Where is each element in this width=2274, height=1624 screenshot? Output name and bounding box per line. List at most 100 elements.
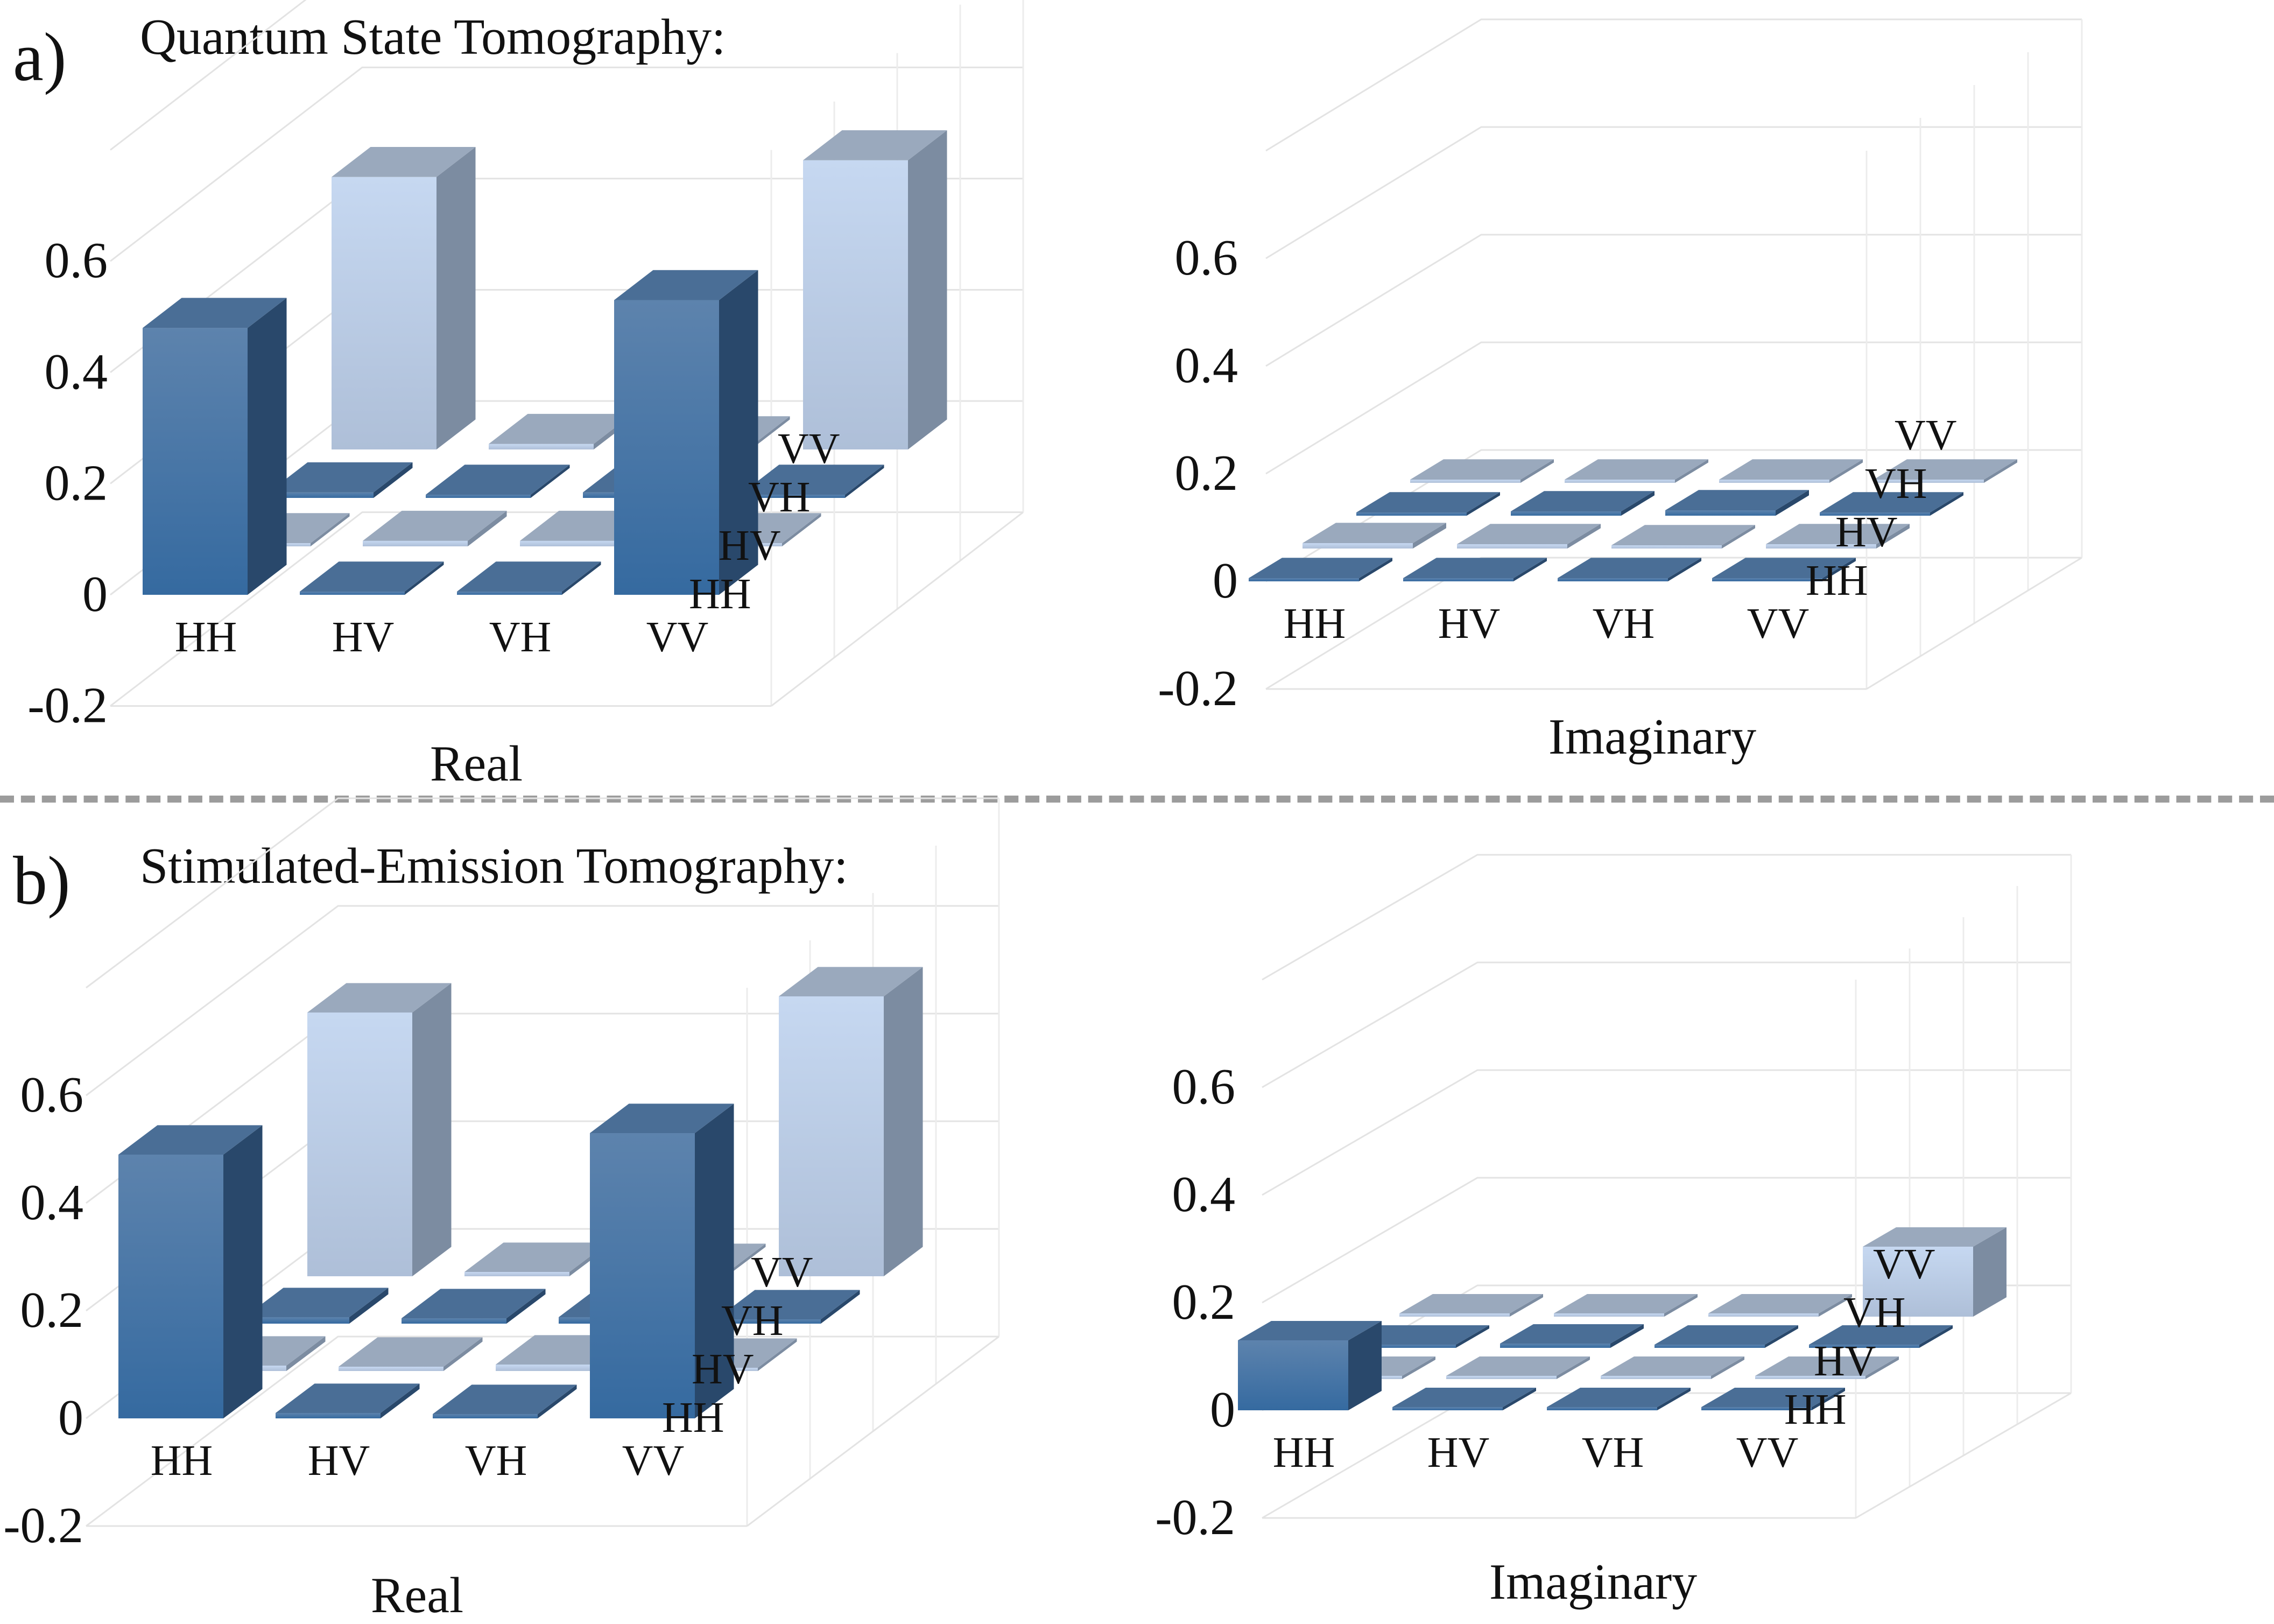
bar-top: [1238, 1321, 1382, 1340]
bar-VH-HH: [244, 1288, 389, 1324]
y-tick-label: 0.2: [45, 455, 108, 511]
bar-side: [845, 465, 884, 498]
row-label: HV: [692, 1346, 754, 1393]
bar-front: [1249, 578, 1359, 581]
y-tick-label: -0.2: [3, 1498, 83, 1553]
bar-side: [1520, 459, 1554, 483]
bar-HH-VH: [433, 1384, 577, 1418]
bar-VH-HV: [426, 465, 570, 498]
bar-side: [437, 147, 476, 449]
bar-HH-VV: [590, 1103, 734, 1418]
bar-front: [1565, 480, 1675, 483]
bar-top: [118, 1125, 263, 1155]
bar-front: [1820, 512, 1930, 516]
row-label: VH: [748, 474, 811, 521]
bar-VH-VH: [1665, 490, 1809, 516]
bar-HH-VH: [1547, 1388, 1691, 1410]
bar-top: [457, 561, 601, 592]
bar-side: [1503, 1388, 1536, 1410]
gridline: [110, 66, 1023, 262]
bar-VV-HV: [489, 413, 633, 449]
y-tick-label: 0.4: [45, 344, 108, 400]
bar-VH-HV: [1511, 491, 1655, 516]
bar-side: [1413, 523, 1446, 549]
bar-front: [363, 540, 468, 546]
bar-top: [1500, 1324, 1644, 1344]
bar-side: [1359, 558, 1392, 581]
gridline: [1262, 1392, 2071, 1519]
bar-HH-HV: [300, 561, 444, 595]
bar-side: [1621, 491, 1655, 516]
bar-VV-HH: [307, 983, 452, 1276]
bar-front: [464, 1272, 569, 1276]
bar-HH-VV: [1712, 558, 1856, 581]
column-label: HH: [1284, 600, 1346, 648]
bar-VV-VV: [1863, 1227, 2007, 1317]
bar-top: [1863, 1227, 2007, 1247]
bar-top: [269, 462, 413, 493]
bar-top: [1611, 525, 1755, 545]
bar-front: [1410, 480, 1520, 483]
bar-front: [1712, 578, 1822, 581]
bar-front: [457, 592, 562, 595]
bar-front: [332, 177, 437, 449]
bar-top: [1766, 524, 1910, 544]
bar-front: [1755, 1376, 1865, 1379]
bar-front: [1701, 1407, 1812, 1410]
bar-front: [1356, 512, 1467, 516]
bar-top: [1755, 1356, 1899, 1376]
bar-VV-VH: [1708, 1294, 1852, 1317]
bar-top: [489, 413, 633, 444]
bar-VV-HV: [1554, 1294, 1698, 1317]
bar-front: [1809, 1345, 1919, 1348]
panel-a-letter: a): [13, 19, 67, 95]
bar-top: [803, 130, 947, 160]
bar-side: [1456, 1325, 1489, 1348]
bar-front: [1554, 1313, 1664, 1317]
x-axis-label: Imaginary: [1548, 709, 1756, 765]
row-label: HH: [1784, 1386, 1847, 1433]
gridline: [1265, 18, 2082, 152]
bar-top: [1249, 558, 1392, 578]
bar-front: [269, 492, 374, 498]
bar-HH-HV: [276, 1383, 420, 1418]
gridline: [110, 511, 1023, 707]
gridline: [1265, 557, 2082, 690]
y-tick-label: 0.2: [20, 1282, 84, 1338]
bar-top: [1457, 524, 1601, 544]
bar-front: [1874, 480, 1984, 483]
bar-side: [1510, 1294, 1543, 1317]
bar-front: [590, 1133, 695, 1418]
bar-top: [1565, 459, 1708, 480]
bar-VV-VV: [1874, 459, 2017, 483]
bar-front: [520, 540, 625, 546]
bar-VH-HV: [402, 1289, 546, 1324]
bar-top: [143, 298, 287, 328]
column-label: HH: [151, 1437, 213, 1485]
gridline: [86, 797, 999, 989]
gridline: [1262, 854, 2071, 981]
bar-top: [1356, 492, 1500, 512]
row-label: VV: [1895, 412, 1957, 459]
bar-front: [1392, 1407, 1503, 1410]
column-label: VV: [1736, 1429, 1799, 1477]
bar-HH-VH: [457, 561, 601, 595]
bar-HH-HV: [1403, 558, 1547, 581]
bar-side: [1513, 558, 1547, 581]
bar-HH-HH: [118, 1125, 263, 1418]
bar-front: [244, 1317, 349, 1324]
bar-side: [1973, 1227, 2007, 1317]
bar-HV-VH: [1611, 525, 1755, 549]
bar-VV-HV: [464, 1242, 609, 1276]
bar-top: [307, 983, 452, 1013]
bar-front: [1500, 1344, 1610, 1348]
bar-HV-VH: [1601, 1356, 1744, 1379]
gridline: [1866, 557, 2082, 690]
bar-side: [538, 1384, 577, 1418]
bar-front: [740, 495, 845, 498]
bar-top: [339, 1337, 483, 1367]
bar-VH-VV: [716, 1290, 860, 1324]
bar-front: [276, 1413, 381, 1418]
y-tick-label: -0.2: [1158, 660, 1238, 716]
bar-side: [1467, 492, 1500, 516]
